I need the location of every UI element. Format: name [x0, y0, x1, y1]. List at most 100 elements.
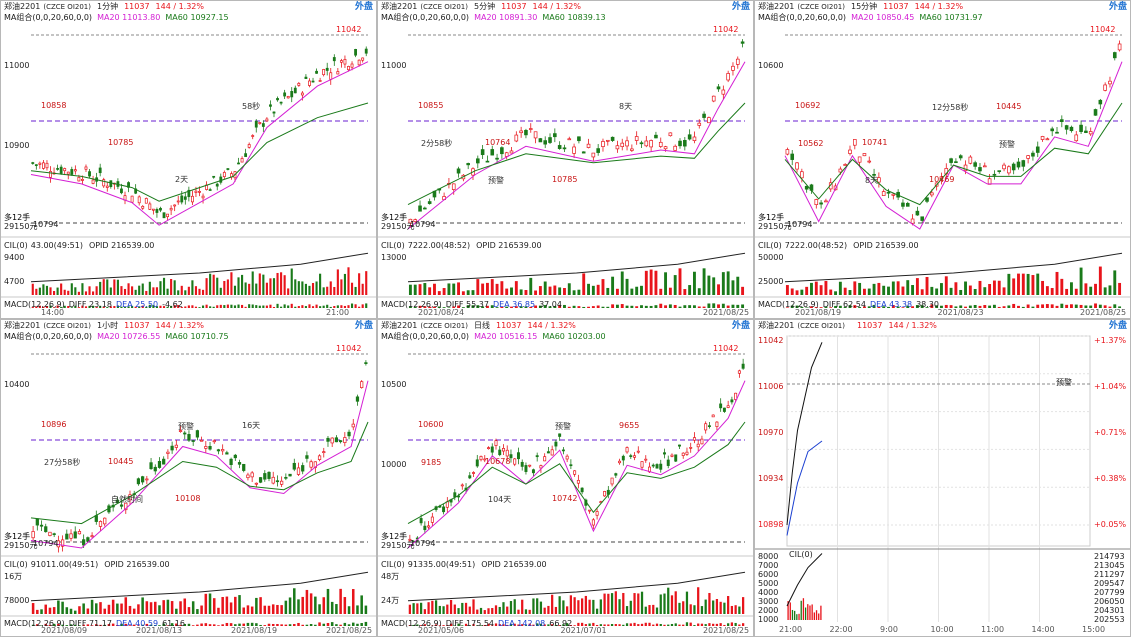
- time-tick: 9:00: [880, 625, 898, 634]
- ma-legend: MA组合(0,0,20,60,0,0) MA20 10850.45 MA60 107…: [758, 13, 983, 23]
- macd-label: MACD(12,26,9): [4, 619, 65, 628]
- ma20-value: MA20 10516.15: [474, 332, 538, 341]
- percent-tick: +0.38%: [1094, 474, 1127, 483]
- volume-tick: 8000: [758, 552, 779, 561]
- oi-tick: 204301: [1094, 606, 1125, 615]
- macd-label: MACD(12,26,9): [758, 300, 819, 309]
- volume-tick: 1000: [758, 615, 779, 624]
- ma20-value: MA20 10891.30: [474, 13, 538, 22]
- volume-bars: [408, 587, 745, 614]
- oi-tick: 211297: [1094, 570, 1125, 579]
- chart-canvas: [755, 335, 1130, 622]
- chart-canvas: [1, 353, 376, 626]
- ma-legend: MA组合(0,0,20,60,0,0) MA20 10891.30 MA60 108…: [381, 13, 606, 23]
- volume-tick: 16万: [4, 572, 23, 581]
- volume-tick: 6000: [758, 570, 779, 579]
- macd-value: 38.30: [916, 300, 939, 309]
- macd-legend: MACD(12,26,9) DIFF 23.18 DEA 25.50 -4.62: [4, 300, 183, 310]
- chart-panel-intraday[interactable]: 郑油2201 (CZCE OI201) 11037 144 / 1.32% 外盘 1104…: [754, 319, 1131, 637]
- position-amount: 29150元: [4, 222, 38, 231]
- position-amount: 29150元: [758, 222, 792, 231]
- time-tick: 11:00: [981, 625, 1005, 634]
- percent-tick: +1.04%: [1094, 382, 1127, 391]
- time-tick: 15:00: [1082, 625, 1106, 634]
- cost-price: 10794: [787, 220, 813, 229]
- instrument-name: 郑油2201: [381, 2, 418, 11]
- ok-badge: 外盘: [1108, 2, 1127, 12]
- panel-header: 郑油2201 (CZCE OI201) 5分钟 11037 144 / 1.32% 外盘: [378, 1, 753, 13]
- average-line: [786, 440, 823, 536]
- panel-header: 郑油2201 (CZCE OI201) 1分钟 11037 144 / 1.32% 外盘: [1, 1, 376, 13]
- chart-annotation: 预警: [999, 140, 1015, 149]
- volume-tick: 4700: [4, 277, 25, 286]
- volume-tick: 78000: [4, 596, 30, 605]
- peak-price-label: 11042: [1090, 25, 1116, 34]
- oi-tick: 209547: [1094, 579, 1125, 588]
- peak-price-label: 11042: [336, 344, 362, 353]
- chart-panel-daily[interactable]: 郑油2201 (CZCE OI201) 日线 11037 144 / 1.32% 外盘 MA…: [377, 319, 754, 637]
- oi-tick: 207799: [1094, 588, 1125, 597]
- price-tick: 11006: [758, 382, 784, 391]
- time-tick: 2021/08/19: [231, 626, 278, 635]
- instrument-name: 郑油2201: [758, 2, 795, 11]
- ok-badge: 外盘: [1108, 321, 1127, 331]
- chart-panel-1min[interactable]: 郑油2201 (CZCE OI201) 1分钟 11037 144 / 1.32% 外盘 M…: [0, 0, 377, 319]
- ma20-line: [407, 380, 746, 549]
- period-label: 15分钟: [850, 2, 878, 11]
- macd-bars: [31, 303, 368, 308]
- time-tick: 2021/08/19: [795, 308, 842, 317]
- oi-tick: 213045: [1094, 561, 1125, 570]
- chart-panel-5min[interactable]: 郑油2201 (CZCE OI201) 5分钟 11037 144 / 1.32% 外盘 M…: [377, 0, 754, 319]
- price-annotation: 10764: [485, 138, 511, 147]
- chart-panel-15min[interactable]: 郑油2201 (CZCE OI201) 15分钟 11037 144 / 1.32% 外盘…: [754, 0, 1131, 319]
- macd-bars: [408, 303, 745, 308]
- macd-label: MACD(12,26,9): [4, 300, 65, 309]
- macd-dea: DEA 142.08: [498, 619, 546, 628]
- instrument-name: 郑油2201: [4, 321, 41, 330]
- position-label: 多12手: [381, 532, 408, 541]
- macd-legend: MACD(12,26,9) DIFF 62.54 DEA 43.38 38.30: [758, 300, 939, 310]
- price-line: [786, 342, 823, 526]
- candles: [785, 40, 1122, 226]
- volume-legend: CIL(0) 91335.00(49:51) OPID 216539.00: [381, 560, 547, 570]
- volume-label: CIL(0): [758, 241, 782, 250]
- last-price: 11037: [495, 321, 522, 330]
- macd-dea: DEA 43.38: [869, 300, 913, 309]
- macd-diff: DIFF 71.17: [68, 619, 112, 628]
- period-label: 1小时: [96, 321, 119, 330]
- chart-annotation: 8天: [619, 102, 633, 111]
- volume-tick: 5000: [758, 579, 779, 588]
- percent-tick: +1.37%: [1094, 336, 1127, 345]
- time-tick: 2021/08/25: [1080, 308, 1127, 317]
- macd-label: MACD(12,26,9): [381, 300, 442, 309]
- instrument-name: 郑油2201: [758, 321, 795, 330]
- opid-value: OPID 216539.00: [104, 560, 170, 569]
- ma20-value: MA20 11013.80: [97, 13, 161, 22]
- chart-annotation: 104天: [488, 495, 512, 504]
- time-tick: 2021/08/25: [703, 308, 750, 317]
- volume-legend: CIL(0) 7222.00(48:52) OPID 216539.00: [381, 241, 542, 251]
- peak-price-label: 11042: [336, 25, 362, 34]
- ma20-line: [784, 61, 1123, 230]
- chart-panel-1hour[interactable]: 郑油2201 (CZCE OI201) 1小时 11037 144 / 1.32% 外盘 M…: [0, 319, 377, 637]
- macd-diff: DIFF 23.18: [68, 300, 112, 309]
- macd-value: 37.04: [539, 300, 562, 309]
- volume-value: 91335.00(49:51): [407, 560, 476, 569]
- price-annotation: 10785: [108, 138, 134, 147]
- chart-annotation: 2天: [175, 175, 189, 184]
- price-annotation: 10742: [552, 494, 578, 503]
- macd-dea: DEA 36.85: [492, 300, 536, 309]
- ma60-line: [30, 421, 369, 525]
- macd-value: 66.92: [549, 619, 573, 628]
- contract-code: (CZCE OI201): [420, 3, 468, 11]
- chart-annotation: 8天: [865, 176, 879, 185]
- ma-label: MA组合(0,0,20,60,0,0): [758, 13, 847, 22]
- time-tick: 2021/08/09: [41, 626, 88, 635]
- macd-bars: [408, 622, 745, 626]
- ma60-value: MA60 10927.15: [165, 13, 229, 22]
- ma-legend: MA组合(0,0,20,60,0,0) MA20 10726.55 MA60 107…: [4, 332, 229, 342]
- peak-price-label: 11042: [713, 344, 739, 353]
- time-tick: 14:00: [41, 308, 65, 317]
- ma20-line: [30, 61, 369, 226]
- instrument-name: 郑油2201: [381, 321, 418, 330]
